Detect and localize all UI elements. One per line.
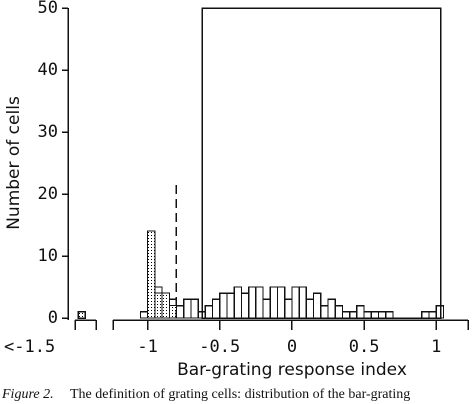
bar: [320, 304, 329, 319]
y-tick-label: 10: [38, 246, 58, 266]
caption-label: Figure 2.: [1, 387, 54, 402]
bar: [334, 304, 344, 319]
bar: [349, 311, 358, 319]
bar: [435, 304, 445, 319]
bar: [255, 286, 264, 319]
bar: [363, 311, 372, 319]
y-tick-label: 20: [38, 184, 58, 204]
bar: [219, 292, 228, 319]
y-tick-label: 30: [38, 122, 58, 142]
bar: [233, 286, 243, 319]
bar: [139, 311, 149, 319]
bar: [305, 298, 315, 319]
bar: [370, 311, 380, 319]
x-tick-label: 1: [431, 337, 441, 357]
y-tick-label: 40: [38, 60, 58, 80]
stippled-bar: [147, 230, 156, 319]
x-tick-label: -0.5: [199, 337, 240, 357]
caption: The definition of grating cells: distrib…: [70, 387, 410, 402]
bar: [291, 286, 300, 319]
bar: [276, 286, 286, 319]
bar: [341, 311, 351, 319]
y-axis-title: Number of cells: [4, 96, 24, 230]
stippled-bar: [154, 292, 163, 319]
range-box: [201, 7, 442, 319]
bar: [284, 298, 293, 319]
bar: [312, 292, 322, 319]
bar: [262, 298, 271, 319]
bar: [211, 298, 221, 319]
outlier-bar: [77, 311, 86, 319]
bar: [421, 311, 430, 319]
stippled-bar: [161, 292, 170, 319]
bar: [175, 304, 185, 319]
bar: [190, 298, 199, 319]
bar: [327, 298, 336, 319]
bar: [226, 292, 235, 319]
bar: [385, 311, 394, 319]
bar: [204, 304, 214, 319]
bar: [298, 286, 308, 319]
stippled-bar: [168, 305, 177, 319]
bar: [183, 298, 192, 319]
bar: [377, 311, 387, 319]
bar: [248, 286, 257, 319]
x-tick-label: -1: [137, 337, 157, 357]
bar: [269, 286, 279, 319]
bar: [356, 304, 365, 319]
outlier-label: <-1.5: [4, 337, 55, 357]
bar: [240, 292, 250, 319]
x-tick-label: 0.5: [349, 337, 380, 357]
y-tick-label: 50: [38, 0, 58, 18]
y-tick-label: 0: [48, 308, 58, 328]
x-tick-label: 0: [287, 337, 297, 357]
bar: [428, 311, 437, 319]
x-axis-title: Bar-grating response index: [177, 360, 407, 380]
